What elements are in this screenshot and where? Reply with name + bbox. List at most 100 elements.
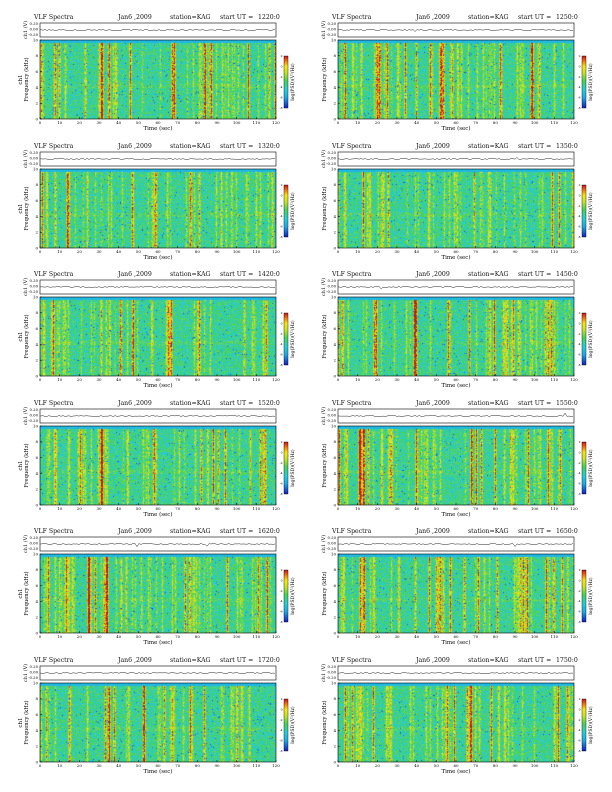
colorbar-label: log(PSD)(V²/Hz) — [587, 192, 594, 230]
x-tick-label: 120 — [570, 634, 578, 639]
x-tick-label: 40 — [414, 763, 420, 768]
x-tick-label: 60 — [155, 634, 161, 639]
y-tick-label: 10 — [331, 166, 337, 171]
x-tick-label: 50 — [434, 763, 440, 768]
x-tick-label: 20 — [77, 249, 83, 254]
y-axis-channel-label: ch1 — [18, 74, 24, 84]
trace-frame — [337, 536, 575, 552]
panel-start-ut: 1550:0 — [556, 399, 578, 407]
x-tick-label: 40 — [414, 634, 420, 639]
panel-start-ut: 1420:0 — [258, 271, 280, 278]
y-tick-label: 6 — [333, 326, 336, 331]
panel-start-ut: 1720:0 — [258, 656, 280, 664]
x-tick-label: 20 — [77, 506, 83, 511]
trace-frame — [337, 279, 575, 295]
y-tick-label: 10 — [331, 680, 337, 685]
y-tick-label: 10 — [331, 294, 337, 299]
x-tick-label: 30 — [96, 249, 102, 254]
panel-title: VLF Spectra — [332, 656, 372, 664]
x-axis-label: Time (sec) — [441, 254, 470, 261]
x-tick-label: 60 — [155, 120, 161, 125]
x-tick-label: 50 — [136, 377, 142, 382]
y-tick-label: 0 — [333, 502, 336, 507]
x-tick-label: 10 — [355, 249, 361, 254]
trace-ylabel: ch1 (V) — [22, 278, 29, 296]
trace-tick-label: 0.00 — [328, 412, 337, 417]
trace-tick-label: 0.00 — [30, 412, 39, 417]
panel-title: VLF Spectra — [332, 528, 372, 535]
colorbar — [283, 312, 289, 366]
colorbar-tick-label: -8 — [280, 235, 283, 239]
ch1-trace-line — [39, 543, 276, 548]
y-tick-label: 6 — [333, 198, 336, 203]
x-tick-label: 120 — [272, 506, 280, 511]
colorbar-tick-label: -4 — [280, 214, 283, 218]
spectrogram-image — [338, 168, 574, 248]
x-tick-label: 80 — [493, 120, 499, 125]
spectrogram-image — [338, 40, 574, 119]
colorbar-tick-label: 0 — [579, 64, 581, 68]
x-tick-label: 110 — [253, 249, 261, 254]
colorbar-tick-label: 0 — [579, 193, 581, 197]
colorbar — [581, 441, 587, 494]
x-tick-label: 70 — [473, 506, 479, 511]
y-tick-label: 4 — [35, 470, 38, 475]
x-tick-label: 70 — [473, 120, 479, 125]
colorbar-tick-label: -2 — [280, 332, 283, 336]
colorbar-tick-label: -4 — [280, 728, 283, 732]
trace-frame — [39, 22, 277, 38]
x-tick-label: 10 — [57, 634, 63, 639]
panel-header: VLF Spectra Jan6 ,2009 station=KAG start UT… — [306, 400, 578, 410]
trace-frame — [337, 665, 575, 680]
panel-start-ut: 1350:0 — [556, 142, 578, 150]
x-tick-label: 120 — [272, 634, 280, 639]
x-tick-label: 120 — [570, 120, 578, 125]
x-tick-label: 120 — [272, 377, 280, 382]
y-tick-label: 10 — [33, 294, 39, 299]
panel-start-ut: 1450:0 — [556, 271, 578, 278]
x-axis-label: Time (sec) — [441, 768, 470, 775]
x-tick-label: 0 — [39, 120, 42, 125]
x-tick-label: 100 — [531, 249, 539, 254]
ch1-trace-line — [39, 157, 276, 160]
trace-frame — [39, 279, 277, 295]
x-tick-label: 60 — [453, 506, 459, 511]
x-tick-label: 20 — [375, 634, 381, 639]
ch1-trace-line — [39, 29, 276, 32]
trace-ylabel: ch1 (V) — [320, 21, 327, 39]
panel-date: Jan6 ,2009 — [416, 271, 450, 278]
trace-tick-label: 0.00 — [30, 27, 39, 32]
y-tick-label: 8 — [35, 310, 38, 315]
colorbar-tick-label: -4 — [280, 599, 283, 603]
spectrogram-image — [338, 297, 574, 376]
y-tick-label: 8 — [35, 696, 38, 701]
x-tick-label: 20 — [375, 377, 381, 382]
colorbar-tick-label: -8 — [578, 620, 581, 624]
trace-tick-label: 0.20 — [328, 278, 337, 283]
x-tick-label: 50 — [434, 249, 440, 254]
x-tick-label: 20 — [375, 506, 381, 511]
spectrogram-image — [40, 554, 276, 633]
colorbar-tick-label: -8 — [280, 363, 283, 367]
panel-start-prefix: start UT = — [220, 399, 254, 407]
y-tick-label: 4 — [333, 85, 336, 90]
colorbar-tick-label: 0 — [579, 450, 581, 454]
panel-station: station=KAG — [468, 528, 509, 535]
y-axis-channel-label: ch1 — [18, 588, 24, 598]
panel-date: Jan6 ,2009 — [118, 656, 152, 664]
colorbar-tick-label: -2 — [578, 589, 581, 593]
x-tick-label: 110 — [551, 506, 559, 511]
x-axis-label: Time (sec) — [143, 382, 172, 389]
trace-ylabel: ch1 (V) — [320, 278, 327, 296]
x-tick-label: 90 — [512, 763, 518, 768]
y-tick-label: 2 — [333, 615, 336, 620]
panel-station: station=KAG — [468, 271, 509, 278]
trace-tick-label: 0.00 — [30, 284, 39, 289]
colorbar-tick-label: -2 — [578, 75, 581, 79]
spectra-panel: VLF Spectra Jan6 ,2009 station=KAG start UT… — [8, 271, 296, 391]
spectra-panel: VLF Spectra Jan6 ,2009 station=KAG start UT… — [8, 656, 296, 777]
panel-title: VLF Spectra — [332, 271, 372, 278]
